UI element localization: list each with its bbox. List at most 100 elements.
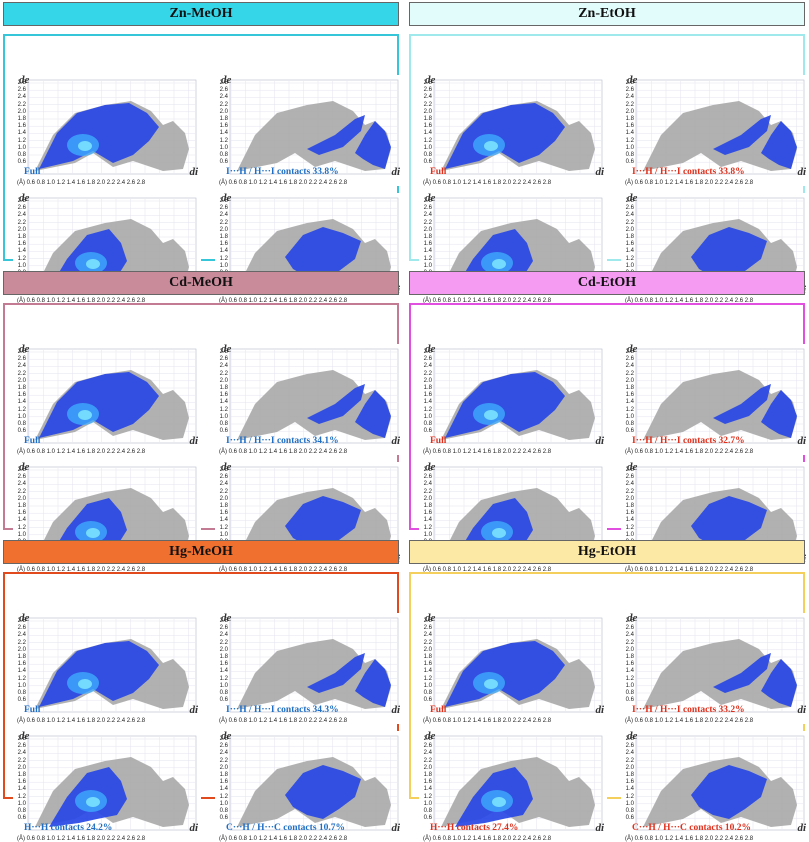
- group-title: Zn-MeOH: [3, 2, 399, 26]
- y-tick-label: 2.2: [219, 101, 228, 108]
- y-tick-label: 2.0: [219, 646, 228, 653]
- y-tick-label: 2.8: [423, 198, 432, 204]
- x-tick-labels: (Å) 0.6 0.8 1.0 1.2 1.4 1.6 1.8 2.0 2.2 …: [219, 567, 348, 573]
- x-tick-labels: (Å) 0.6 0.8 1.0 1.2 1.4 1.6 1.8 2.0 2.2 …: [625, 836, 754, 842]
- y-tick-label: 2.8: [17, 736, 26, 742]
- y-tick-label: 2.4: [17, 481, 26, 488]
- y-tick-label: 2.4: [625, 481, 634, 488]
- y-tick-label: 0.6: [625, 697, 634, 704]
- y-tick-label: 2.0: [423, 764, 432, 771]
- blue-contact-region: [39, 372, 159, 438]
- y-tick-label: 2.8: [625, 349, 634, 355]
- y-tick-label: 2.0: [423, 377, 432, 384]
- y-tick-label: 2.6: [219, 474, 228, 481]
- y-tick-label: 1.2: [219, 406, 228, 413]
- y-tick-label: 1.4: [625, 399, 634, 406]
- y-tick-label: 1.6: [423, 510, 432, 517]
- de-axis-label: de: [221, 730, 232, 742]
- contact-label: I···H / H···I contacts 34.1%: [226, 436, 339, 446]
- x-tick-labels: (Å) 0.6 0.8 1.0 1.2 1.4 1.6 1.8 2.0 2.2 …: [219, 180, 348, 186]
- blue-contact-region: [39, 103, 159, 169]
- y-tick-label: 1.6: [625, 661, 634, 668]
- x-tick-labels: (Å) 0.6 0.8 1.0 1.2 1.4 1.6 1.8 2.0 2.2 …: [625, 180, 754, 186]
- y-tick-label: 1.0: [625, 682, 634, 689]
- di-axis-label: di: [391, 166, 400, 178]
- y-tick-label: 1.4: [625, 130, 634, 137]
- x-tick-labels: (Å) 0.6 0.8 1.0 1.2 1.4 1.6 1.8 2.0 2.2 …: [625, 449, 754, 455]
- x-tick-labels: (Å) 0.6 0.8 1.0 1.2 1.4 1.6 1.8 2.0 2.2 …: [423, 298, 552, 304]
- blue-contact-region: [445, 103, 565, 169]
- y-tick-label: 1.8: [423, 385, 432, 391]
- y-tick-label: 1.8: [625, 772, 634, 778]
- y-tick-label: 2.0: [423, 646, 432, 653]
- y-tick-label: 2.6: [625, 87, 634, 94]
- y-tick-label: 2.8: [625, 736, 634, 742]
- blue-contact-region: [285, 496, 361, 550]
- group-frame: de 2.8 2.6 2.4 2.2 2.0 1.8 1.6 1.4 1.2 1.0 0.8 0.6 (Å…: [3, 303, 403, 573]
- y-tick-label: 0.8: [625, 690, 634, 696]
- y-tick-label: 2.0: [625, 764, 634, 771]
- y-tick-label: 1.8: [423, 772, 432, 778]
- y-tick-label: 1.2: [423, 675, 432, 682]
- y-tick-label: 2.4: [17, 363, 26, 370]
- y-tick-label: 1.8: [423, 116, 432, 122]
- y-tick-label: 2.4: [625, 212, 634, 219]
- y-tick-label: 1.2: [625, 137, 634, 144]
- y-tick-label: 2.8: [423, 80, 432, 86]
- y-tick-label: 0.6: [219, 159, 228, 166]
- y-tick-label: 1.0: [625, 413, 634, 420]
- blue-contact-region: [691, 227, 767, 281]
- y-tick-label: 1.8: [625, 234, 634, 240]
- y-tick-label: 1.6: [17, 779, 26, 786]
- y-tick-label: 2.2: [17, 219, 26, 226]
- y-tick-label: 0.6: [219, 428, 228, 435]
- y-tick-label: 2.6: [17, 625, 26, 632]
- y-tick-label: 1.0: [625, 262, 634, 269]
- y-tick-label: 2.6: [423, 743, 432, 750]
- y-tick-label: 2.2: [625, 101, 634, 108]
- group-title: Zn-EtOH: [409, 2, 805, 26]
- y-tick-label: 1.6: [625, 510, 634, 517]
- y-tick-label: 1.2: [625, 255, 634, 262]
- x-tick-labels: (Å) 0.6 0.8 1.0 1.2 1.4 1.6 1.8 2.0 2.2 …: [219, 718, 348, 724]
- y-tick-label: 2.0: [219, 226, 228, 233]
- y-tick-label: 1.2: [219, 524, 228, 531]
- y-tick-label: 2.4: [625, 750, 634, 757]
- blue-contact-region: [285, 227, 361, 281]
- y-tick-label: 2.0: [219, 108, 228, 115]
- y-tick-label: 1.0: [17, 682, 26, 689]
- y-tick-label: 1.0: [17, 800, 26, 807]
- di-axis-label: di: [595, 435, 604, 447]
- de-axis-label: de: [425, 730, 436, 742]
- y-tick-label: 1.8: [219, 234, 228, 240]
- y-tick-label: 0.6: [423, 697, 432, 704]
- group-frame: de 2.8 2.6 2.4 2.2 2.0 1.8 1.6 1.4 1.2 1.0 0.8 0.6 (Å…: [409, 34, 809, 304]
- y-tick-label: 0.8: [17, 690, 26, 696]
- di-axis-label: di: [595, 822, 604, 834]
- de-axis-label: de: [627, 343, 638, 355]
- group-frame: de 2.8 2.6 2.4 2.2 2.0 1.8 1.6 1.4 1.2 1.0 0.8 0.6 (Å…: [3, 34, 403, 304]
- y-tick-label: 0.6: [625, 815, 634, 822]
- y-tick-label: 2.4: [219, 212, 228, 219]
- y-tick-label: 2.2: [17, 101, 26, 108]
- y-tick-label: 2.4: [17, 632, 26, 639]
- structure-group: Hg-EtOH de 2.8 2.6 2.4 2.2 2.0 1.8 1.6 1.4 1.2 1.0…: [409, 540, 809, 842]
- de-axis-label: de: [425, 461, 436, 473]
- y-tick-label: 2.6: [219, 743, 228, 750]
- y-tick-label: 1.6: [219, 392, 228, 399]
- di-axis-label: di: [391, 822, 400, 834]
- group-title: Hg-EtOH: [409, 540, 805, 564]
- y-tick-label: 0.6: [17, 159, 26, 166]
- gray-full-fingerprint: [237, 370, 391, 440]
- y-tick-label: 1.8: [17, 654, 26, 660]
- y-tick-label: 1.6: [423, 779, 432, 786]
- x-tick-labels: (Å) 0.6 0.8 1.0 1.2 1.4 1.6 1.8 2.0 2.2 …: [625, 567, 754, 573]
- de-axis-label: de: [425, 343, 436, 355]
- gray-full-fingerprint: [643, 370, 797, 440]
- y-tick-label: 2.4: [423, 94, 432, 101]
